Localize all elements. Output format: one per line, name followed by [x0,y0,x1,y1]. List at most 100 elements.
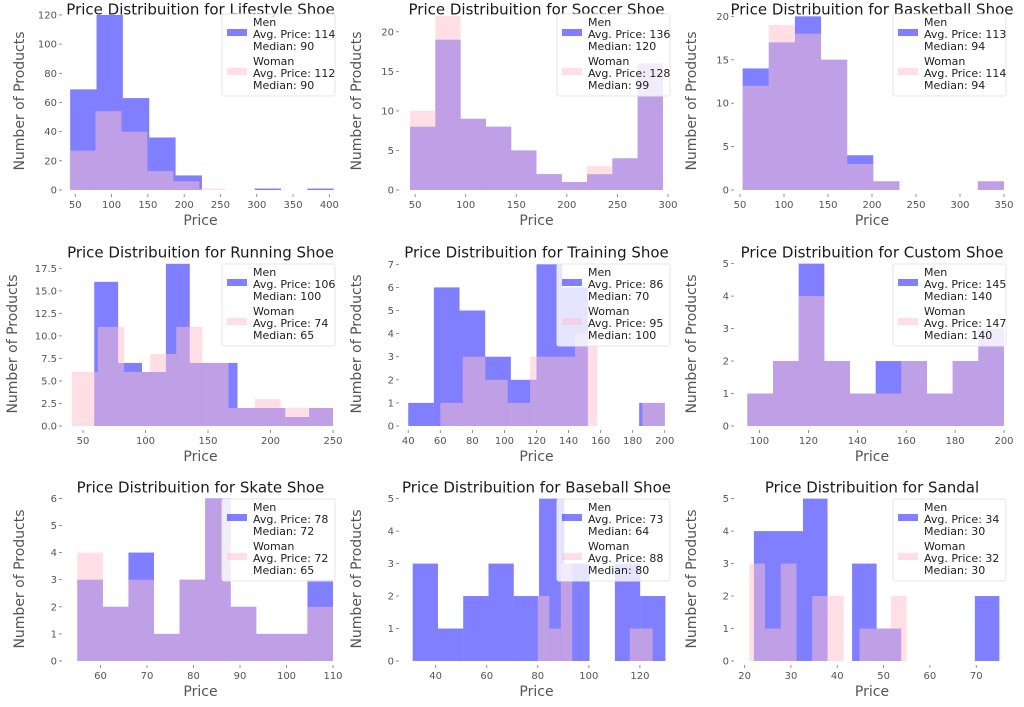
x-tick-label: 70 [970,671,983,682]
women-bar [794,33,822,190]
legend-label-women: Woman [588,540,629,553]
women-bar [552,356,575,426]
women-bar [150,353,177,426]
women-bar [71,371,98,426]
x-axis-label: Price [183,449,217,465]
y-tick-label: 2 [388,592,394,603]
legend-label-men: Avg. Price: 136 [588,28,670,41]
x-tick-label: 120 [799,436,818,447]
y-tick-label: 0.0 [41,422,57,433]
x-tick-label: 30 [785,671,798,682]
men-bar [437,628,464,661]
women-bar [77,552,103,661]
legend-swatch-men [227,29,247,36]
legend-swatch-women [898,553,918,560]
women-bar [629,628,642,661]
y-tick-label: 0 [51,657,57,668]
y-tick-label: 3 [388,352,394,363]
women-bar [124,371,151,426]
legend-label-men: Men [588,266,611,279]
legend-label-women: Avg. Price: 32 [924,552,999,565]
x-tick-label: 100 [774,200,793,211]
legend-label-women: Median: 90 [253,79,314,92]
y-tick-label: 5 [723,142,729,153]
y-tick-label: 40 [44,127,57,138]
y-tick-label: 7.5 [41,354,57,365]
y-tick-label: 3 [51,575,57,586]
legend-label-women: Avg. Price: 112 [253,67,335,80]
x-tick-label: 350 [284,200,303,211]
x-tick-label: 200 [557,200,576,211]
legend-box [221,263,336,347]
women-bar [256,633,282,661]
legend-label-men: Median: 120 [588,40,656,53]
y-tick-label: 1 [723,389,729,400]
y-tick-label: 0 [723,186,729,197]
legend-swatch-women [898,318,918,325]
y-tick-label: 15 [716,55,729,66]
women-bar [747,393,773,426]
legend-label-women: Median: 80 [588,564,649,577]
y-tick-label: 20 [716,12,729,23]
y-axis-label: Number of Products [5,274,21,413]
women-bar [435,15,461,191]
men-bar [974,596,1000,661]
legend-swatch-women [227,318,247,325]
women-bar [847,163,874,190]
women-bar [128,579,155,661]
x-axis-label: Price [855,213,889,229]
women-bar [812,596,828,661]
x-tick-label: 200 [862,200,881,211]
x-axis-label: Price [519,449,553,465]
y-tick-label: 4 [388,329,394,340]
x-tick-label: 100 [495,436,514,447]
women-bar [507,402,531,426]
y-tick-label: 2 [51,602,57,613]
women-bar [173,181,200,190]
y-tick-label: 4 [388,527,394,538]
legend-label-men: Men [253,501,276,514]
legend-label-men: Avg. Price: 73 [588,513,663,526]
x-tick-label: 100 [456,200,475,211]
legend-label-men: Avg. Price: 34 [924,513,999,526]
x-tick-label: 100 [750,436,769,447]
x-tick-label: 90 [234,671,247,682]
women-bar [536,174,562,190]
x-tick-label: 100 [579,671,598,682]
y-tick-label: 4 [51,548,57,559]
x-tick-label: 70 [141,671,154,682]
women-bar [95,111,122,190]
legend-box [892,498,1007,582]
y-tick-label: 5.0 [41,376,57,387]
y-axis-label: Number of Products [12,31,28,170]
women-bar [642,402,665,426]
women-bar [927,393,953,426]
women-bar [977,181,1004,190]
x-tick-label: 50 [734,200,747,211]
legend-label-women: Avg. Price: 88 [588,552,663,565]
legend-label-men: Median: 94 [924,40,985,53]
x-tick-label: 200 [655,436,674,447]
y-tick-label: 2 [388,375,394,386]
legend-label-men: Men [588,16,611,29]
women-bar [773,361,799,426]
x-tick-label: 20 [738,671,751,682]
legend-label-men: Men [588,501,611,514]
x-tick-label: 160 [591,436,610,447]
y-axis-label: Number of Products [12,509,28,648]
legend-label-men: Men [253,16,276,29]
x-tick-label: 150 [507,200,526,211]
legend-label-men: Men [924,16,947,29]
y-axis-label: Number of Products [684,31,700,170]
y-tick-label: 80 [44,69,57,80]
y-tick-label: 2.5 [41,399,57,410]
women-bar [147,171,174,190]
